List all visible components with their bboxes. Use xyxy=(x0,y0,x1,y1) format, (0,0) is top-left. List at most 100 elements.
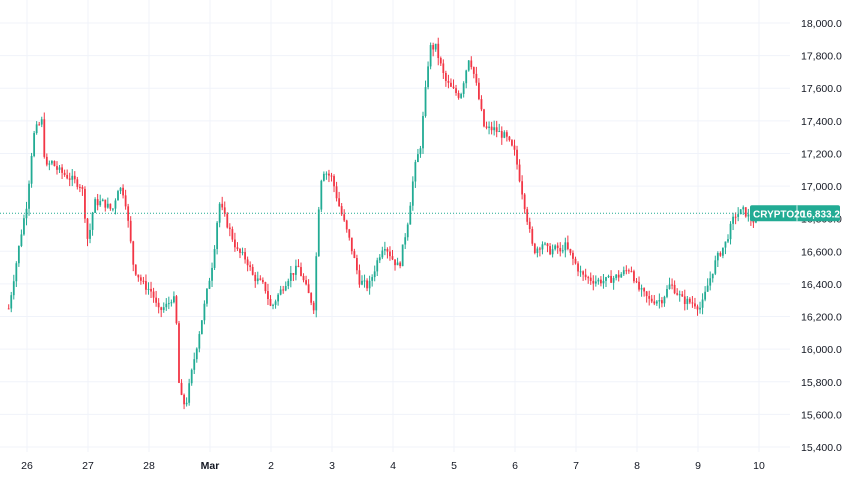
candle-body-up xyxy=(411,181,414,206)
candle-body-up xyxy=(25,208,28,219)
candle-body-down xyxy=(68,178,71,180)
candle-body-up xyxy=(406,224,409,238)
candle-body-down xyxy=(566,242,569,249)
candle-body-down xyxy=(539,248,541,250)
candle-body-up xyxy=(185,402,188,405)
candle-body-down xyxy=(688,298,691,303)
y-tick-label: 16,600.0 xyxy=(801,246,842,258)
x-tick-label: 7 xyxy=(573,460,579,472)
candle-body-down xyxy=(328,173,330,176)
candle-body-up xyxy=(371,277,374,281)
candle-body-down xyxy=(671,284,673,286)
candle-body-down xyxy=(150,288,152,292)
candle-body-down xyxy=(264,282,267,292)
candle-body-down xyxy=(574,258,577,264)
candle-body-up xyxy=(363,280,366,282)
candle-body-down xyxy=(455,88,457,94)
candle-body-down xyxy=(661,300,663,304)
candle-body-up xyxy=(99,201,102,206)
candle-body-down xyxy=(587,277,590,279)
candle-body-up xyxy=(541,244,544,250)
candle-body-down xyxy=(577,263,579,272)
candle-body-up xyxy=(40,119,43,125)
candle-body-down xyxy=(348,229,351,238)
candle-body-down xyxy=(752,220,755,223)
candle-body-down xyxy=(340,206,343,215)
candle-body-down xyxy=(556,245,559,248)
y-tick-label: 16,400.0 xyxy=(801,279,842,291)
candle-body-up xyxy=(203,303,206,321)
candle-body-down xyxy=(157,302,160,308)
candle-body-up xyxy=(361,280,363,285)
candle-body-down xyxy=(399,262,402,267)
candle-body-up xyxy=(414,162,417,182)
candle-body-down xyxy=(437,43,440,59)
candle-body-up xyxy=(106,203,109,208)
x-tick-label: 3 xyxy=(329,460,335,472)
candle-body-up xyxy=(417,154,419,163)
candle-body-up xyxy=(325,173,328,175)
candle-body-up xyxy=(396,262,399,266)
candle-body-down xyxy=(343,214,346,221)
candle-body-down xyxy=(221,203,224,208)
candle-body-up xyxy=(422,116,424,149)
candle-body-up xyxy=(317,209,320,257)
candle-body-up xyxy=(704,291,707,300)
candle-body-down xyxy=(559,247,562,252)
candle-body-down xyxy=(84,188,86,219)
candle-body-up xyxy=(173,296,175,303)
candle-body-up xyxy=(198,334,201,349)
candle-body-up xyxy=(12,281,15,296)
candle-body-down xyxy=(127,206,130,221)
candle-body-down xyxy=(178,323,180,383)
candle-body-down xyxy=(442,63,445,73)
candle-body-up xyxy=(287,280,290,286)
candle-body-up xyxy=(30,155,33,184)
candle-body-down xyxy=(155,297,158,303)
candle-body-down xyxy=(305,280,307,285)
candle-body-down xyxy=(122,187,124,196)
candle-body-down xyxy=(432,45,435,50)
candle-body-up xyxy=(10,295,13,309)
x-tick-label: 10 xyxy=(753,460,765,472)
candle-body-up xyxy=(716,252,719,261)
candle-body-down xyxy=(292,273,295,275)
candle-body-down xyxy=(648,296,651,299)
candle-body-up xyxy=(409,205,412,225)
time-axis[interactable]: 26 27 28 Mar 2 3 4 5 6 7 8 9 10 xyxy=(21,460,765,472)
candle-body-down xyxy=(508,136,511,141)
candle-body-up xyxy=(737,214,740,217)
candle-body-up xyxy=(58,167,61,170)
candle-body-down xyxy=(457,93,460,98)
candle-body-down xyxy=(650,298,653,302)
candle-body-down xyxy=(472,67,475,74)
candle-body-down xyxy=(78,186,81,188)
y-tick-label: 16,200.0 xyxy=(801,312,842,324)
candle-body-down xyxy=(63,172,66,175)
candle-body-down xyxy=(391,256,394,260)
candle-body-down xyxy=(592,280,595,284)
candle-body-up xyxy=(170,302,173,304)
candle-body-down xyxy=(617,274,620,278)
price-axis[interactable]: 18,000.0 17,800.0 17,600.0 17,400.0 17,200.0… xyxy=(801,18,842,454)
candle-body-up xyxy=(602,280,605,284)
candle-body-down xyxy=(145,281,147,290)
candles xyxy=(7,37,760,410)
candle-body-down xyxy=(282,289,285,291)
candle-body-up xyxy=(711,273,714,279)
candle-body-up xyxy=(48,163,51,165)
candle-body-up xyxy=(666,288,668,297)
candle-body-up xyxy=(274,301,277,305)
y-tick-label: 17,000.0 xyxy=(801,181,842,193)
x-tick-label: 4 xyxy=(390,460,396,472)
candle-body-down xyxy=(300,267,302,276)
candle-body-down xyxy=(653,301,656,304)
candle-body-up xyxy=(23,218,25,235)
candle-body-down xyxy=(228,227,231,230)
candle-body-down xyxy=(104,199,107,208)
candle-body-down xyxy=(251,266,254,275)
x-tick-label: 26 xyxy=(21,460,33,472)
candle-body-up xyxy=(620,274,623,278)
